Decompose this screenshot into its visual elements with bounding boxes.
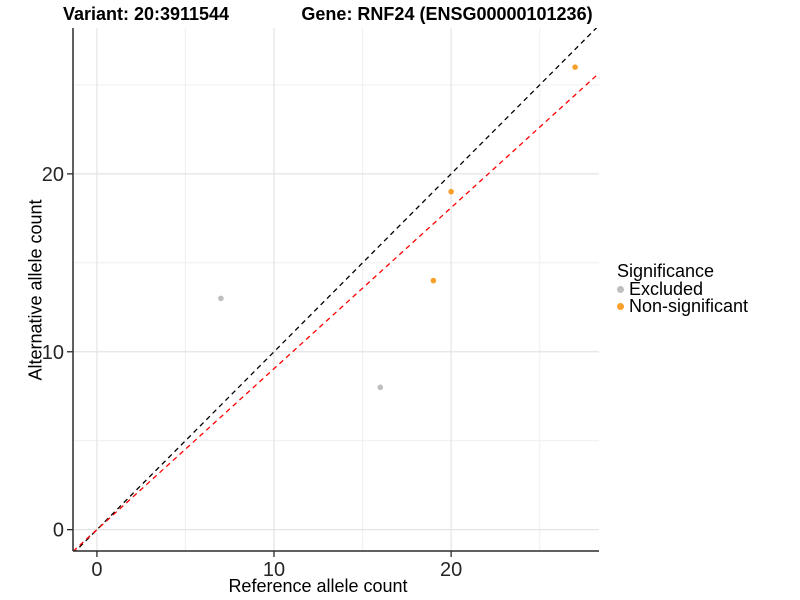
legend-title: Significance: [617, 261, 715, 281]
x-axis-title: Reference allele count: [228, 576, 408, 596]
legend-item-excluded: Excluded: [617, 279, 748, 299]
data-point-non-significant: [572, 64, 578, 70]
legend-item-label: Excluded: [629, 279, 704, 299]
legend-swatch-icon: [617, 303, 624, 310]
legend: Significance Excluded Non-significant: [617, 261, 749, 316]
y-tick-label: 20: [42, 164, 64, 186]
data-point-non-significant: [430, 277, 437, 284]
legend-item-label: Non-significant: [629, 296, 749, 316]
data-point-non-significant: [448, 188, 454, 195]
plot-title-gene: Gene: RNF24 (ENSG00000101236): [301, 4, 593, 24]
identity-line: [74, 28, 598, 551]
expected-ratio-line: [73, 72, 599, 551]
y-tick-label: 10: [42, 342, 64, 364]
x-tick-label: 10: [263, 559, 285, 581]
data-point-excluded: [218, 295, 224, 302]
data-point-excluded: [377, 384, 384, 391]
legend-swatch-icon: [617, 286, 624, 293]
y-tick-label: 0: [53, 520, 64, 542]
legend-item-non-significant: Non-significant: [617, 296, 749, 316]
x-tick-label: 0: [91, 559, 102, 581]
x-tick-label: 20: [440, 559, 462, 581]
plot-title-variant: Variant: 20:3911544: [62, 4, 230, 24]
